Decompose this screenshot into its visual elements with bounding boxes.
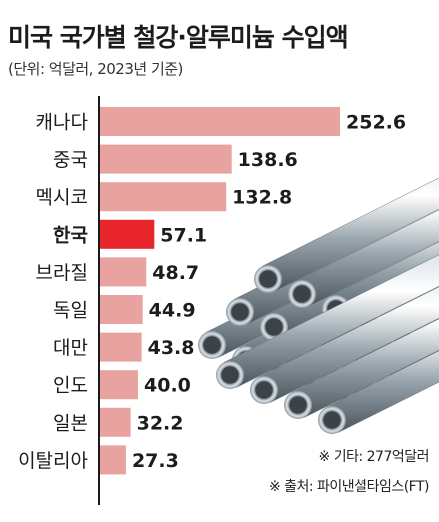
- category-label: 브라질: [36, 262, 88, 284]
- bar: [100, 445, 126, 475]
- value-label: 138.6: [238, 149, 298, 171]
- category-label: 일본: [53, 412, 88, 434]
- category-label: 인도: [53, 375, 88, 397]
- bar: [100, 332, 142, 362]
- steel-pipe-hole: [255, 381, 273, 399]
- steel-pipe-hole: [203, 336, 221, 354]
- steel-pipes-illustration: [198, 177, 439, 434]
- note-source: ※ 출처: 파이낸셜타임스(FT): [268, 479, 430, 495]
- category-label: 한국: [53, 224, 88, 246]
- steel-pipe-hole: [265, 318, 283, 336]
- steel-pipe-hole: [323, 411, 341, 429]
- bars-group: 캐나다 252.6 중국 138.6 멕시코 132.8 한국 57.1 브라질 48.7 독일 44…: [18, 107, 406, 475]
- value-label: 32.2: [137, 412, 184, 434]
- value-label: 252.6: [346, 112, 406, 134]
- category-label: 중국: [53, 149, 88, 171]
- chart-title: 미국 국가별 철강·알루미늄 수입액: [8, 23, 349, 52]
- chart-subtitle: (단위: 억달러, 2023년 기준): [8, 60, 183, 78]
- value-label: 57.1: [160, 224, 207, 246]
- bar: [100, 407, 131, 437]
- bar: [100, 144, 232, 174]
- bar: [100, 257, 147, 287]
- steel-pipe-hole: [221, 366, 239, 384]
- value-label: 40.0: [144, 375, 191, 397]
- category-label: 멕시코: [36, 187, 88, 209]
- value-label: 43.8: [148, 337, 195, 359]
- bar: [100, 219, 155, 249]
- value-label: 48.7: [152, 262, 199, 284]
- value-label: 132.8: [232, 187, 292, 209]
- note-other: ※ 기타: 277억달러: [318, 449, 430, 465]
- bar: [100, 295, 143, 324]
- category-label: 독일: [53, 300, 88, 322]
- category-label: 대만: [53, 337, 88, 359]
- steel-pipe-hole: [289, 396, 307, 414]
- steel-pipe-hole: [293, 285, 311, 303]
- steel-pipe-hole: [259, 270, 277, 288]
- bar: [100, 107, 340, 136]
- category-label: 이탈리아: [18, 450, 88, 472]
- bar: [100, 370, 138, 400]
- value-label: 27.3: [132, 450, 179, 472]
- bar: [100, 182, 227, 212]
- value-label: 44.9: [149, 300, 196, 322]
- category-label: 캐나다: [36, 112, 88, 134]
- steel-pipe-hole: [231, 303, 249, 321]
